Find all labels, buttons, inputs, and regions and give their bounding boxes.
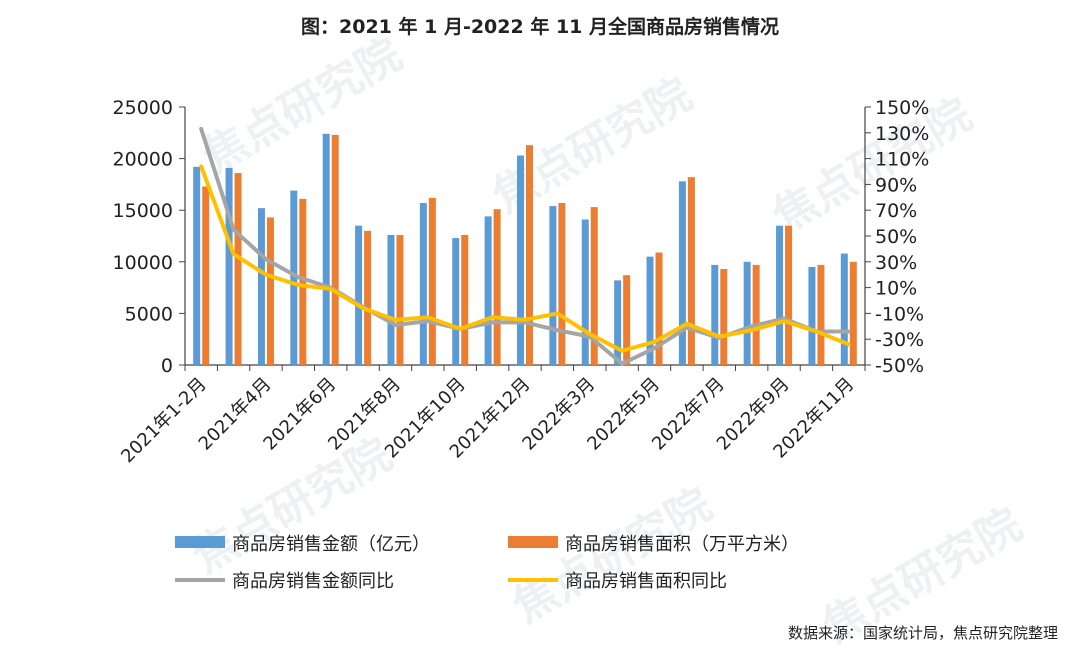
bar-sales-area — [720, 269, 728, 365]
left-y-tick-label: 5000 — [125, 303, 173, 325]
bar-sales-amount — [614, 280, 622, 365]
bar-sales-area — [461, 234, 469, 365]
legend-swatch-bar — [508, 536, 558, 548]
legend-label: 商品房销售金额同比 — [232, 571, 394, 592]
bar-sales-area — [655, 252, 663, 365]
right-y-tick-label: 30% — [875, 252, 917, 274]
data-source-note: 数据来源：国家统计局，焦点研究院整理 — [787, 624, 1058, 642]
right-y-tick-label: 90% — [875, 174, 917, 196]
bar-sales-area — [526, 145, 533, 365]
bar-sales-area — [266, 217, 274, 365]
bar-sales-area — [752, 264, 760, 365]
right-y-tick-label: 110% — [875, 149, 929, 171]
left-y-tick-label: 20000 — [113, 149, 173, 171]
bar-sales-area — [493, 209, 501, 365]
right-y-tick-label: -50% — [875, 355, 924, 377]
left-y-tick-label: 15000 — [113, 200, 173, 222]
bar-sales-area — [202, 186, 210, 365]
bar-sales-area — [849, 261, 857, 365]
bar-sales-area — [558, 202, 566, 365]
bar-sales-amount — [257, 208, 265, 365]
bar-sales-amount — [290, 190, 298, 365]
right-y-tick-label: 150% — [875, 97, 929, 119]
bar-sales-amount — [322, 133, 330, 365]
bar-sales-amount — [646, 256, 654, 365]
legend-label: 商品房销售面积（万平方米） — [565, 534, 799, 555]
bar-sales-area — [234, 173, 242, 365]
bar-sales-area — [687, 177, 695, 365]
bar-sales-amount — [840, 253, 848, 365]
bar-sales-amount — [549, 206, 557, 365]
bar-sales-area — [364, 230, 372, 365]
bar-sales-area — [428, 197, 436, 365]
bar-sales-amount — [743, 261, 751, 365]
bar-sales-area — [623, 275, 631, 365]
bar-sales-amount — [581, 219, 589, 365]
bar-sales-amount — [193, 166, 201, 365]
bar-sales-area — [331, 134, 339, 365]
bar-sales-amount — [711, 264, 719, 365]
bar-sales-amount — [808, 266, 816, 365]
bar-sales-area — [785, 225, 793, 365]
bar-sales-amount — [517, 155, 524, 365]
bar-sales-amount — [387, 234, 395, 365]
bar-sales-amount — [225, 167, 233, 365]
bar-sales-amount — [452, 238, 460, 365]
bar-sales-area — [817, 264, 825, 365]
legend-label: 商品房销售金额（亿元） — [232, 534, 430, 555]
bar-sales-area — [299, 198, 307, 365]
left-y-tick-label: 0 — [161, 355, 173, 377]
bar-sales-amount — [484, 216, 492, 365]
right-y-tick-label: 70% — [875, 200, 917, 222]
legend-label: 商品房销售面积同比 — [565, 571, 727, 592]
right-y-tick-label: -10% — [875, 303, 924, 325]
bar-sales-amount — [776, 225, 784, 365]
right-y-tick-label: -30% — [875, 329, 924, 351]
left-y-tick-label: 10000 — [113, 252, 173, 274]
x-tick-label: 2021年1-2月 — [117, 374, 210, 467]
line-sales-amount-yoy — [199, 126, 851, 366]
bar-sales-amount — [355, 225, 363, 365]
chart-title: 图：2021 年 1 月-2022 年 11 月全国商品房销售情况 — [301, 16, 779, 38]
bar-sales-area — [396, 234, 404, 365]
right-y-tick-label: 50% — [875, 226, 917, 248]
bar-sales-area — [590, 207, 598, 365]
right-y-tick-label: 130% — [875, 123, 929, 145]
left-y-tick-label: 25000 — [113, 97, 173, 119]
right-y-tick-label: 10% — [875, 278, 917, 300]
legend-swatch-bar — [175, 536, 225, 548]
bar-sales-amount — [419, 202, 427, 365]
line-sales-area-yoy — [199, 164, 851, 353]
bar-sales-amount — [678, 181, 686, 365]
